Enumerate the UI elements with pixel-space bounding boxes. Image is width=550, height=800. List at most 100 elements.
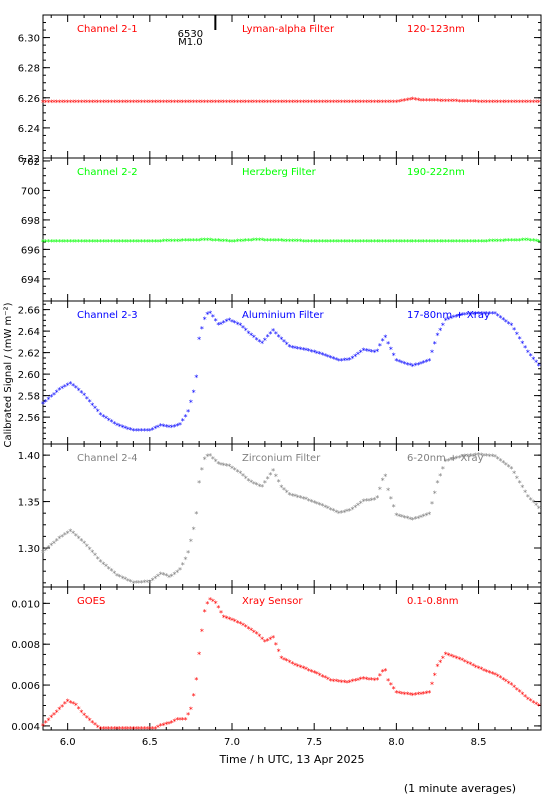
data-point: * [457, 312, 461, 321]
data-point: * [370, 496, 374, 505]
data-point: * [342, 238, 346, 247]
data-point: * [372, 496, 376, 505]
data-point: * [230, 238, 234, 247]
y-tick-label: 6.24 [18, 124, 40, 135]
data-point: * [351, 355, 355, 364]
data-point: * [192, 692, 196, 701]
data-point: * [244, 475, 248, 484]
data-point: * [345, 238, 349, 247]
data-point: * [356, 350, 360, 359]
data-point: * [46, 238, 50, 247]
data-point: * [194, 98, 198, 107]
data-point: * [537, 362, 541, 371]
data-point: * [318, 98, 322, 107]
data-point: * [71, 529, 75, 538]
data-point: * [348, 356, 352, 365]
data-point: * [386, 677, 390, 686]
data-point: * [279, 237, 283, 246]
data-point: * [137, 98, 141, 107]
data-point: * [63, 383, 67, 392]
data-point: * [241, 98, 245, 107]
data-point: * [424, 690, 428, 699]
data-point: * [389, 495, 393, 504]
data-point: * [416, 691, 420, 700]
band-label: 190-222nm [407, 167, 465, 178]
data-point: * [520, 237, 524, 246]
data-point: * [386, 238, 390, 247]
data-point: * [225, 98, 229, 107]
data-point: * [507, 679, 511, 688]
data-point: * [493, 453, 497, 462]
data-point: * [471, 452, 475, 461]
data-point: * [104, 238, 108, 247]
data-point: * [529, 237, 533, 246]
data-point: * [151, 98, 155, 107]
data-point: * [323, 238, 327, 247]
data-point: * [41, 722, 45, 731]
data-point: * [123, 98, 127, 107]
data-point: * [249, 627, 253, 636]
data-point: * [235, 619, 239, 628]
data-point: * [252, 628, 256, 637]
data-point: * [82, 392, 86, 401]
data-point: * [227, 317, 231, 326]
data-point: * [397, 98, 401, 107]
data-point: * [531, 699, 535, 708]
data-point: * [189, 706, 193, 715]
data-point: * [55, 537, 59, 546]
data-point: * [512, 683, 516, 692]
data-point: * [172, 717, 176, 726]
data-point: * [137, 579, 141, 588]
data-point: * [477, 98, 481, 107]
data-point: * [394, 512, 398, 521]
data-point: * [205, 237, 209, 246]
data-point: * [257, 98, 261, 107]
filter-label: Aluminium Filter [242, 310, 325, 321]
data-point: * [482, 452, 486, 461]
data-point: * [419, 238, 423, 247]
data-point: * [85, 714, 89, 723]
data-point: * [255, 630, 259, 639]
data-point: * [79, 389, 83, 398]
data-point: * [446, 238, 450, 247]
data-point: * [222, 461, 226, 470]
data-point: * [460, 453, 464, 462]
data-point: * [490, 238, 494, 247]
data-point: * [211, 313, 215, 322]
data-point: * [337, 510, 341, 519]
data-point: * [309, 98, 313, 107]
data-point: * [449, 456, 453, 465]
data-point: * [257, 237, 261, 246]
data-point: * [512, 237, 516, 246]
data-point: * [392, 238, 396, 247]
data-point: * [118, 573, 122, 582]
data-point: * [381, 238, 385, 247]
data-point: * [340, 238, 344, 247]
data-point: * [329, 354, 333, 363]
data-point: * [340, 678, 344, 687]
data-point: * [203, 608, 207, 617]
data-point: * [312, 238, 316, 247]
data-point: * [460, 657, 464, 666]
data-point: * [435, 331, 439, 340]
data-point: * [101, 560, 105, 569]
data-point: * [318, 350, 322, 359]
data-point: * [74, 98, 78, 107]
data-point: * [496, 673, 500, 682]
data-point: * [441, 321, 445, 330]
data-point: * [501, 676, 505, 685]
data-point: * [375, 676, 379, 685]
data-point: * [340, 509, 344, 518]
data-point: * [392, 503, 396, 512]
data-point: * [233, 466, 237, 475]
data-point: * [520, 340, 524, 349]
data-point: * [192, 98, 196, 107]
data-point: * [260, 98, 264, 107]
data-point: * [298, 98, 302, 107]
data-point: * [318, 672, 322, 681]
data-point: * [479, 666, 483, 675]
data-point: * [246, 625, 250, 634]
data-point: * [260, 483, 264, 492]
data-point: * [424, 238, 428, 247]
data-point: * [200, 628, 204, 637]
